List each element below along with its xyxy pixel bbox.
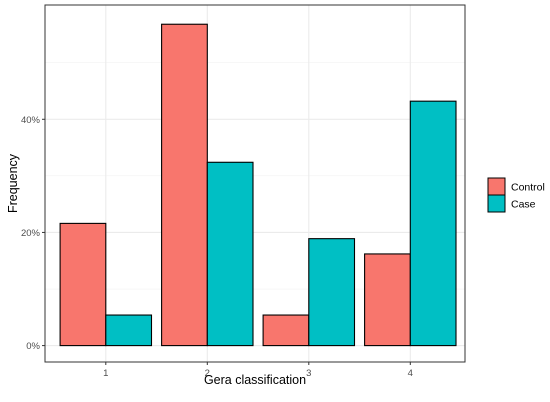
bar-case-1 <box>105 314 153 347</box>
legend-label-case: Case <box>511 198 536 210</box>
x-axis-title: Gera classification <box>204 373 306 387</box>
legend-key-control <box>487 177 506 196</box>
bar-control-3 <box>262 314 310 347</box>
x-tick-label: 3 <box>306 368 311 379</box>
bar-control-2 <box>161 23 208 347</box>
legend-label-control: Control <box>511 181 545 193</box>
x-tick-label: 1 <box>103 368 108 379</box>
plot-border <box>44 4 466 363</box>
bar-control-1 <box>59 222 107 347</box>
bar-control-4 <box>364 253 411 347</box>
bar-case-4 <box>409 100 457 347</box>
x-tick-label: 2 <box>205 368 210 379</box>
y-tick-label: 20% <box>21 228 41 239</box>
legend: Control Case <box>487 177 545 213</box>
y-tick-label: 40% <box>21 115 41 126</box>
bar-case-2 <box>206 161 254 347</box>
bars <box>59 23 457 347</box>
bar-case-3 <box>308 238 356 347</box>
x-tick-label: 4 <box>408 368 413 379</box>
x-axis-ticks: 1 2 3 4 <box>103 362 413 379</box>
legend-key-case <box>487 194 506 213</box>
y-tick-label: 0% <box>26 341 40 352</box>
y-axis-title: Frequency <box>6 153 20 213</box>
y-axis-ticks: 0% 20% 40% <box>21 115 45 352</box>
